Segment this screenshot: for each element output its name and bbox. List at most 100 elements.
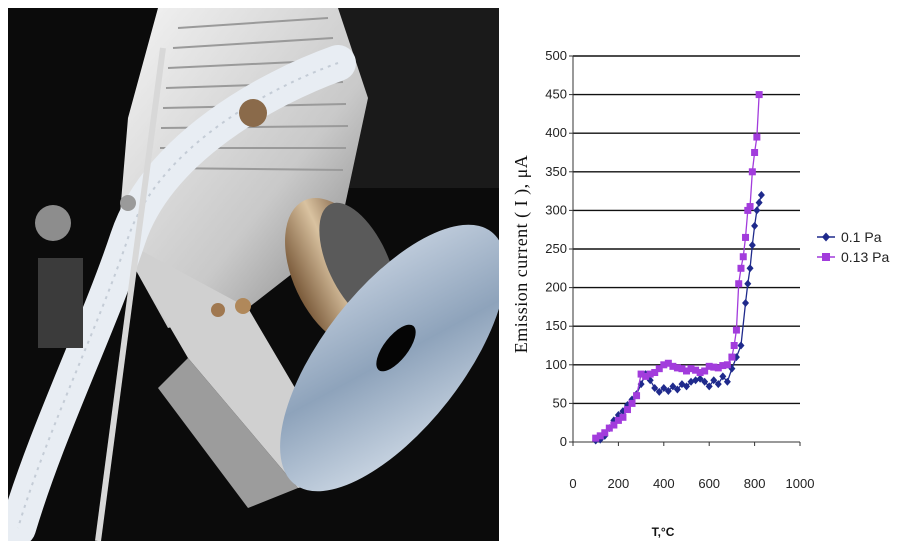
- data-point: [757, 190, 765, 199]
- data-point: [678, 380, 686, 389]
- device-photo: [8, 8, 499, 541]
- data-point: [646, 370, 654, 378]
- data-point: [596, 432, 604, 440]
- x-axis-label: T,°C: [652, 525, 675, 539]
- data-point: [737, 264, 745, 272]
- data-point: [655, 387, 663, 396]
- data-point: [614, 416, 622, 424]
- y-tick-label: 400: [545, 125, 567, 140]
- data-point: [669, 382, 677, 391]
- data-point: [664, 387, 672, 396]
- data-point: [710, 376, 718, 385]
- y-tick-label: 50: [553, 395, 567, 410]
- data-point: [673, 385, 681, 394]
- data-point: [723, 377, 731, 386]
- data-point: [719, 372, 727, 381]
- data-point: [744, 279, 752, 288]
- data-point: [744, 206, 752, 214]
- data-point: [642, 372, 650, 380]
- data-point: [687, 365, 695, 373]
- data-point: [751, 149, 759, 156]
- data-point: [605, 424, 613, 432]
- data-point: [601, 429, 609, 437]
- data-point: [637, 370, 645, 378]
- legend: 0.1 Pa 0.13 Pa: [817, 229, 889, 265]
- data-point: [701, 377, 709, 386]
- x-tick-label: 400: [653, 476, 675, 491]
- data-point: [705, 362, 713, 370]
- data-point: [633, 392, 641, 400]
- x-tick-label: 0: [569, 476, 576, 491]
- data-point: [655, 365, 663, 373]
- data-point: [742, 299, 750, 308]
- data-point: [692, 376, 700, 385]
- data-point: [753, 206, 761, 215]
- y-tick-label: 100: [545, 357, 567, 372]
- data-point: [651, 369, 659, 377]
- y-axis-label: Emission current ( I ), μA: [511, 155, 532, 354]
- data-point: [610, 421, 618, 429]
- data-point: [723, 361, 731, 369]
- data-point: [664, 359, 672, 367]
- y-tick-label: 350: [545, 164, 567, 179]
- data-point: [696, 369, 704, 377]
- data-point: [746, 264, 754, 273]
- data-point: [746, 203, 754, 211]
- series-2: [592, 91, 763, 442]
- data-point: [737, 341, 745, 350]
- data-point: [751, 221, 759, 230]
- data-point: [705, 382, 713, 391]
- data-point: [592, 434, 600, 442]
- legend-label: 0.13 Pa: [841, 249, 889, 265]
- data-point: [683, 367, 690, 375]
- data-point: [678, 365, 686, 373]
- data-point: [714, 364, 722, 372]
- data-point: [692, 366, 700, 374]
- data-point: [742, 233, 750, 241]
- device-photo-illustration: [8, 8, 499, 541]
- x-tick-label: 800: [744, 476, 766, 491]
- data-point: [696, 374, 704, 383]
- data-point: [683, 382, 690, 391]
- data-point: [651, 383, 659, 392]
- data-point: [660, 361, 668, 369]
- data-point: [753, 133, 761, 141]
- data-point: [701, 367, 709, 375]
- y-tick-label: 0: [560, 434, 567, 449]
- legend-marker: [822, 253, 830, 261]
- series-layer: [592, 91, 765, 445]
- data-point: [739, 253, 747, 261]
- data-point: [714, 380, 722, 389]
- x-tick-labels: 0 200 400 600 800 1000: [569, 476, 814, 491]
- data-point: [669, 362, 677, 370]
- emission-current-chart: 0 50 100 150 200 250 300 350 400 450 500 0 200 400 60…: [505, 0, 914, 545]
- data-point: [660, 383, 668, 392]
- y-tick-label: 250: [545, 241, 567, 256]
- axes: [572, 56, 800, 443]
- y-tick-label: 500: [545, 48, 567, 63]
- data-point: [710, 363, 718, 371]
- data-point: [628, 399, 636, 407]
- series-1: [592, 190, 765, 445]
- data-point: [637, 380, 645, 389]
- data-point: [730, 342, 738, 349]
- x-tick-label: 200: [608, 476, 630, 491]
- data-point: [732, 326, 740, 334]
- data-point: [728, 353, 736, 361]
- legend-label: 0.1 Pa: [841, 229, 882, 245]
- x-tick-label: 1000: [786, 476, 815, 491]
- legend-marker: [822, 232, 830, 242]
- chart-svg: 0 50 100 150 200 250 300 350 400 450 500 0 200 400 60…: [511, 48, 889, 539]
- y-tick-label: 450: [545, 87, 567, 102]
- y-tick-label: 200: [545, 280, 567, 295]
- data-point: [735, 280, 743, 288]
- data-point: [673, 364, 681, 372]
- y-tick-labels: 0 50 100 150 200 250 300 350 400 450 500: [545, 48, 567, 449]
- y-tick-label: 150: [545, 318, 567, 333]
- data-point: [619, 413, 627, 421]
- data-point: [748, 168, 756, 176]
- data-point: [719, 362, 727, 370]
- data-point: [748, 241, 756, 250]
- data-point: [755, 198, 763, 207]
- x-tick-label: 600: [698, 476, 720, 491]
